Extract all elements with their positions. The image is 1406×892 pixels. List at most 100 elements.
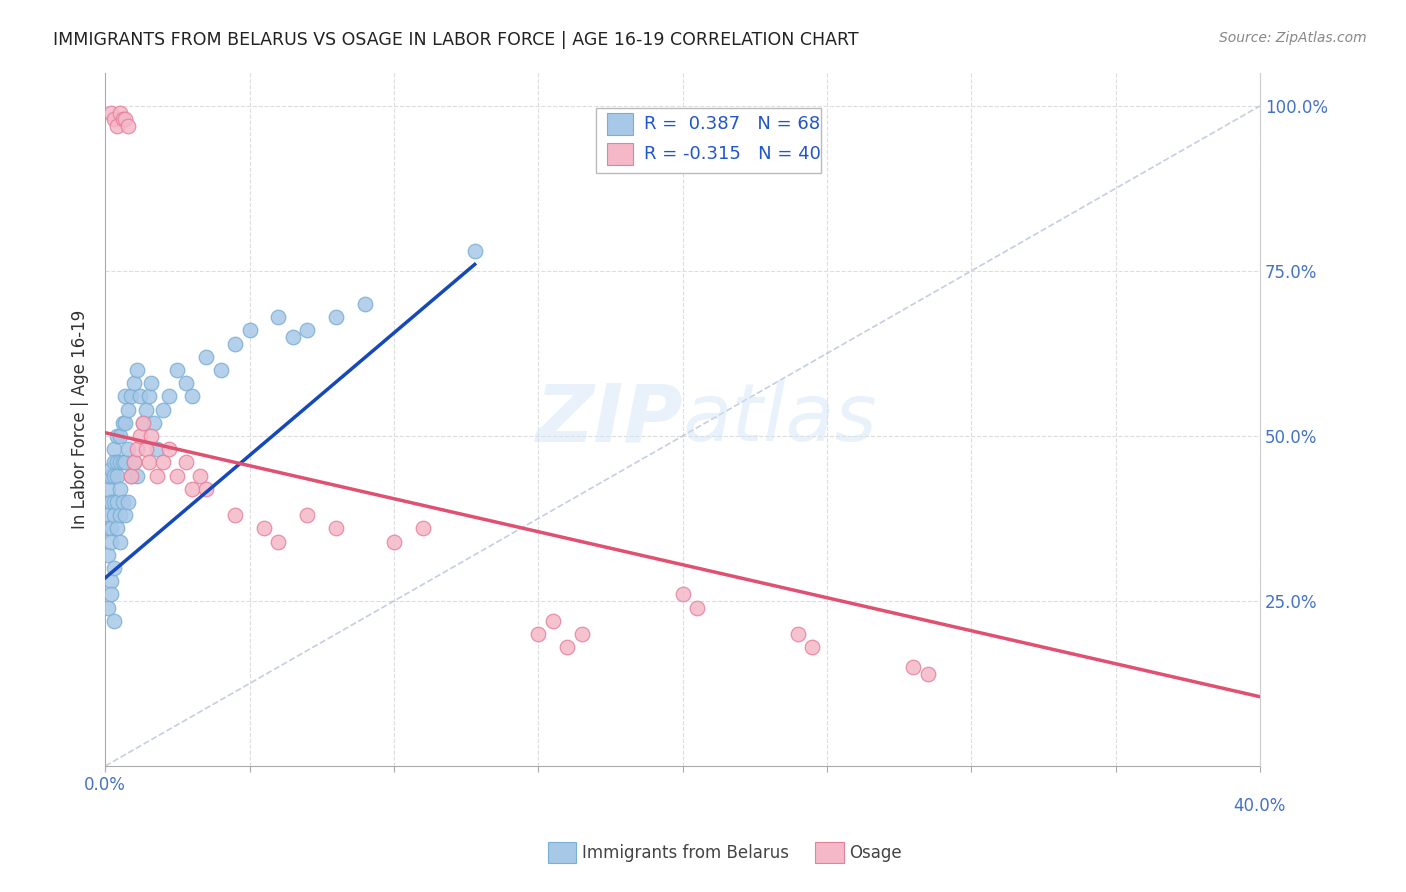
Point <box>100 587 122 601</box>
Point <box>125 363 148 377</box>
Point <box>128 429 150 443</box>
Point <box>143 416 166 430</box>
Text: atlas: atlas <box>682 381 877 458</box>
Y-axis label: In Labor Force | Age 16-19: In Labor Force | Age 16-19 <box>72 310 89 529</box>
Point <box>103 495 125 509</box>
Point <box>120 389 142 403</box>
Point <box>97 482 120 496</box>
Point <box>100 462 122 476</box>
Text: R = -0.315   N = 40: R = -0.315 N = 40 <box>644 145 821 163</box>
Point <box>103 112 125 127</box>
Point <box>103 442 125 457</box>
Point <box>152 402 174 417</box>
Point <box>103 508 125 523</box>
Point <box>281 330 304 344</box>
Point <box>141 429 163 443</box>
Point <box>555 640 578 655</box>
Point <box>209 363 232 377</box>
Point <box>464 244 486 259</box>
Point <box>105 495 128 509</box>
Point <box>671 587 693 601</box>
Point <box>686 600 709 615</box>
Point <box>117 495 139 509</box>
Point <box>174 376 197 391</box>
Text: Source: ZipAtlas.com: Source: ZipAtlas.com <box>1219 31 1367 45</box>
Point <box>195 482 218 496</box>
Point <box>180 389 202 403</box>
Point <box>128 389 150 403</box>
Point <box>297 508 319 523</box>
Point <box>152 455 174 469</box>
FancyBboxPatch shape <box>607 143 633 165</box>
Point <box>141 376 163 391</box>
Point <box>325 310 347 325</box>
Point <box>138 389 160 403</box>
Point <box>103 455 125 469</box>
Point <box>122 455 145 469</box>
Point <box>138 455 160 469</box>
Point <box>111 455 134 469</box>
Point <box>787 627 810 641</box>
Point <box>120 468 142 483</box>
Point <box>267 310 290 325</box>
Point <box>100 495 122 509</box>
Point <box>527 627 550 641</box>
Point <box>108 482 131 496</box>
Point <box>195 350 218 364</box>
Point <box>114 455 136 469</box>
Text: Osage: Osage <box>849 844 901 862</box>
Text: 40.0%: 40.0% <box>1233 797 1286 814</box>
Point <box>354 297 377 311</box>
Point <box>238 323 260 337</box>
Point <box>541 614 564 628</box>
Point <box>114 389 136 403</box>
Point <box>180 482 202 496</box>
Point <box>97 508 120 523</box>
Point <box>97 521 120 535</box>
Point <box>108 534 131 549</box>
Point <box>166 363 188 377</box>
Point <box>571 627 593 641</box>
Point <box>297 323 319 337</box>
Point <box>108 455 131 469</box>
Point <box>100 105 122 120</box>
Point <box>105 521 128 535</box>
FancyBboxPatch shape <box>607 113 633 136</box>
Point <box>117 119 139 133</box>
Point <box>166 468 188 483</box>
Point <box>122 376 145 391</box>
Point <box>108 508 131 523</box>
Point <box>132 416 155 430</box>
Point <box>114 416 136 430</box>
Point <box>120 468 142 483</box>
Point <box>146 442 169 457</box>
Point <box>97 600 120 615</box>
Point <box>224 508 246 523</box>
Point <box>157 389 180 403</box>
Point <box>267 534 290 549</box>
Point <box>382 534 405 549</box>
Point <box>125 468 148 483</box>
Point <box>114 112 136 127</box>
Text: Immigrants from Belarus: Immigrants from Belarus <box>582 844 789 862</box>
Text: R =  0.387   N = 68: R = 0.387 N = 68 <box>644 115 821 133</box>
Point <box>135 402 157 417</box>
Point <box>253 521 276 535</box>
Point <box>100 534 122 549</box>
Point <box>122 455 145 469</box>
Point <box>111 495 134 509</box>
Point <box>100 521 122 535</box>
Point <box>100 468 122 483</box>
Point <box>111 416 134 430</box>
Point <box>117 402 139 417</box>
Point <box>105 429 128 443</box>
Point <box>103 468 125 483</box>
Point <box>111 112 134 127</box>
Point <box>117 442 139 457</box>
Point <box>108 429 131 443</box>
Point <box>174 455 197 469</box>
Text: ZIP: ZIP <box>536 381 682 458</box>
Point <box>801 640 824 655</box>
Point <box>97 468 120 483</box>
Point <box>103 561 125 575</box>
